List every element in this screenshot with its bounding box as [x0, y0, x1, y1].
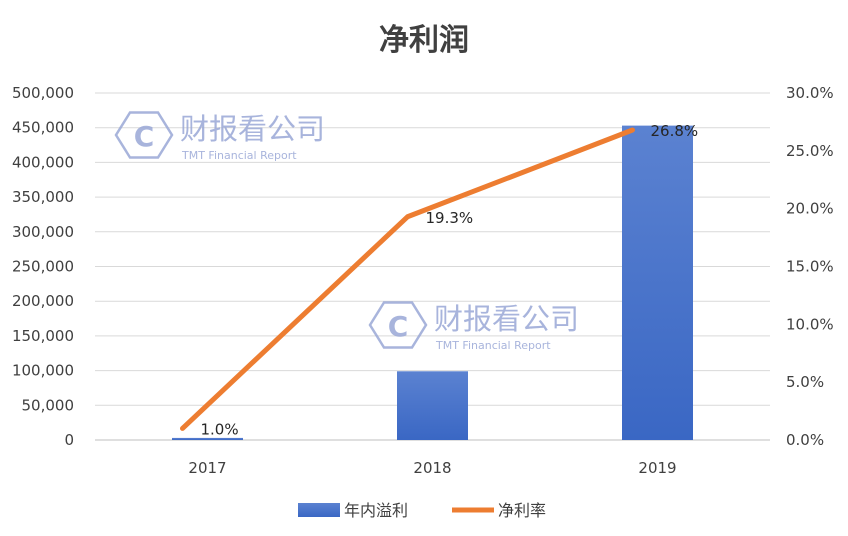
y-axis-right: 0.0% 5.0% 10.0% 15.0% 20.0% 25.0% 30.0%: [786, 84, 834, 449]
line-data-labels: 1.0% 19.3% 26.8%: [201, 122, 699, 438]
y-right-tick-label: 30.0%: [786, 84, 834, 102]
bar: [397, 371, 468, 440]
y-left-tick-label: 400,000: [12, 153, 74, 171]
line-series: [180, 127, 635, 431]
bar-series: [172, 125, 693, 441]
watermark-logo-letter: C: [134, 120, 155, 153]
watermark-text-en: TMT Financial Report: [181, 149, 297, 162]
y-right-tick-label: 10.0%: [786, 315, 834, 333]
legend: 年内溢利 净利率: [298, 501, 546, 520]
data-label: 26.8%: [651, 122, 699, 140]
y-left-tick-label: 500,000: [12, 84, 74, 102]
legend-label: 净利率: [498, 501, 546, 520]
watermark-logo-letter: C: [388, 310, 409, 343]
chart-title: 净利润: [379, 23, 469, 58]
y-right-tick-label: 5.0%: [786, 373, 824, 391]
watermark-logo-icon: [368, 301, 428, 349]
y-axis-left: 0 50,000 100,000 150,000 200,000 250,000 300,0…: [12, 84, 74, 449]
bar: [622, 125, 693, 441]
watermark-text-en: TMT Financial Report: [435, 339, 551, 352]
series-line: [180, 127, 635, 431]
y-right-tick-label: 15.0%: [786, 258, 834, 276]
y-left-tick-label: 50,000: [22, 396, 75, 414]
y-left-tick-label: 200,000: [12, 292, 74, 310]
y-left-tick-label: 450,000: [12, 119, 74, 137]
data-label: 19.3%: [426, 209, 474, 227]
bar: [172, 437, 243, 440]
watermark-logo-icon: [114, 111, 174, 159]
watermark: C 财报看公司 TMT Financial Report: [368, 301, 579, 352]
watermarks: C 财报看公司 TMT Financial Report C 财报看公司 TMT Fina…: [114, 111, 579, 352]
legend-swatch-bar: [298, 503, 340, 517]
y-right-tick-label: 25.0%: [786, 142, 834, 160]
watermark: C 财报看公司 TMT Financial Report: [114, 111, 325, 162]
x-axis: 2017 2018 2019: [95, 439, 770, 477]
y-left-tick-label: 250,000: [12, 258, 74, 276]
y-left-tick-label: 150,000: [12, 327, 74, 345]
y-right-tick-label: 0.0%: [786, 431, 824, 449]
y-left-tick-label: 100,000: [12, 362, 74, 380]
data-label: 1.0%: [201, 420, 239, 438]
watermark-text-cn: 财报看公司: [180, 112, 325, 146]
y-right-tick-label: 20.0%: [786, 200, 834, 218]
x-tick-label: 2017: [188, 459, 226, 477]
y-left-tick-label: 0: [64, 431, 74, 449]
legend-label: 年内溢利: [344, 501, 408, 520]
watermark-text-cn: 财报看公司: [434, 302, 579, 336]
x-tick-label: 2019: [638, 459, 676, 477]
y-left-tick-label: 300,000: [12, 223, 74, 241]
y-left-tick-label: 350,000: [12, 188, 74, 206]
x-tick-label: 2018: [413, 459, 451, 477]
gridlines: [95, 92, 770, 406]
